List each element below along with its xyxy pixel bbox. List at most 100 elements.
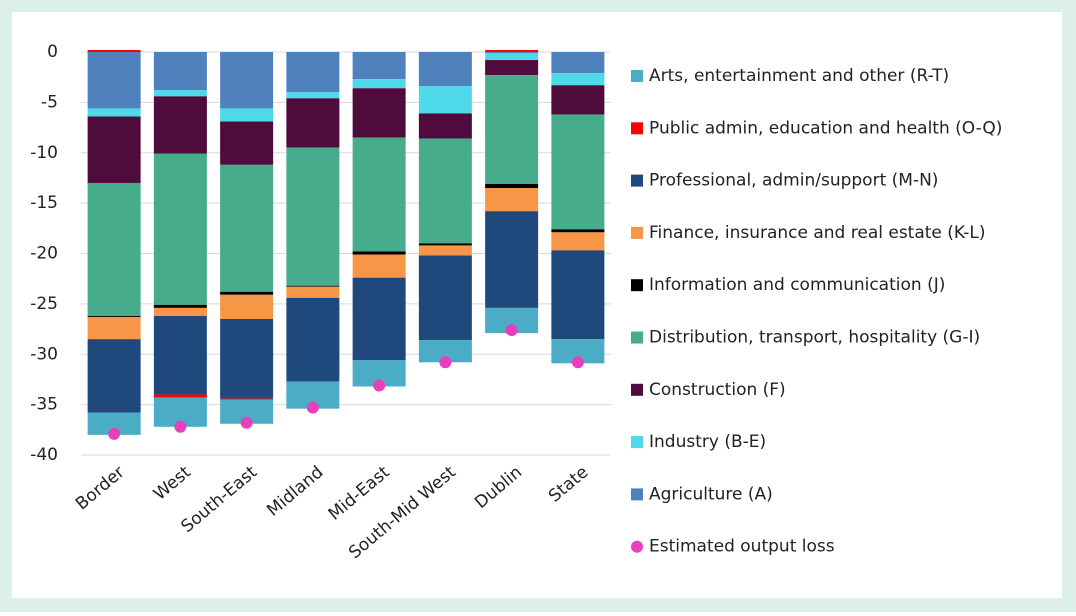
bar-segment [286, 285, 340, 287]
legend-label: Finance, insurance and real estate (K-L) [649, 223, 986, 243]
y-tick-label: -15 [30, 193, 58, 213]
point [174, 420, 187, 433]
bar-segment [485, 60, 539, 76]
legend-label: Estimated output loss [649, 537, 835, 557]
y-tick-label: 0 [47, 42, 58, 62]
point [439, 356, 452, 369]
bar-segment [551, 114, 605, 230]
y-tick-label: -40 [30, 445, 58, 465]
bar-segment [153, 394, 207, 398]
y-tick-label: -20 [30, 244, 58, 264]
legend-swatch [631, 383, 643, 396]
bar-segment [485, 75, 539, 184]
point [240, 416, 253, 429]
point [108, 427, 121, 440]
bar-segment [286, 92, 340, 99]
bar-segment [286, 297, 340, 382]
point [373, 379, 386, 392]
bar-segment [153, 315, 207, 395]
bar-segment [485, 183, 539, 189]
point [505, 324, 518, 337]
bar-segment [153, 153, 207, 305]
bar-segment [352, 137, 406, 252]
bar-segment [87, 315, 141, 317]
bar-segment [485, 53, 539, 61]
bar-segment [220, 291, 274, 295]
bar-segment [153, 304, 207, 308]
legend-swatch [631, 226, 643, 239]
bar-segment [352, 251, 406, 255]
bar-segment [485, 211, 539, 308]
bar-segment [87, 108, 141, 117]
bar-segment [352, 79, 406, 89]
bar-segment [485, 49, 539, 52]
legend-label: Industry (B-E) [649, 432, 766, 452]
bar-segment [551, 85, 605, 115]
bar-segment [153, 90, 207, 97]
bar-segment [220, 294, 274, 319]
bar-segment [286, 286, 340, 298]
legend-swatch [631, 540, 643, 553]
legend-label: Construction (F) [649, 380, 786, 400]
bar-segment [418, 255, 472, 341]
bar-segment [551, 73, 605, 86]
legend-label: Agriculture (A) [649, 484, 773, 504]
legend-swatch [631, 488, 643, 501]
bar-segment [551, 250, 605, 340]
bar-segment [551, 229, 605, 233]
bar-segment [286, 98, 340, 148]
bar-segment [418, 86, 472, 114]
bar-segment [87, 182, 141, 316]
bar-segment [153, 307, 207, 316]
bar-segment [220, 318, 274, 399]
legend-label: Public admin, education and health (O-Q) [649, 118, 1002, 138]
bar-segment [87, 412, 141, 435]
y-tick-label: -30 [30, 344, 58, 364]
legend-swatch [631, 174, 643, 187]
bar-segment [87, 52, 141, 109]
legend-swatch [631, 331, 643, 344]
point [571, 356, 584, 369]
bar-segment [551, 52, 605, 74]
bar-segment [352, 88, 406, 138]
bar-segment [220, 108, 274, 122]
bar-segment [286, 52, 340, 93]
bar-segment [153, 52, 207, 91]
bar-segment [87, 49, 141, 52]
point [306, 401, 319, 414]
bar-segment [485, 188, 539, 212]
bar-segment [87, 116, 141, 183]
legend-label: Professional, admin/support (M-N) [649, 171, 938, 191]
legend-swatch [631, 436, 643, 449]
bar-segment [87, 339, 141, 413]
legend-label: Information and communication (J) [649, 275, 945, 295]
bar-segment [220, 52, 274, 109]
y-tick-label: -5 [41, 92, 58, 112]
bar-segment [87, 316, 141, 340]
bar-segment [551, 232, 605, 251]
bar-segment [352, 277, 406, 361]
y-tick-label: -35 [30, 395, 58, 415]
bar-segment [418, 340, 472, 363]
bar-segment [220, 398, 274, 400]
bar-segment [418, 52, 472, 87]
bar-segment [418, 243, 472, 246]
bar-segment [418, 245, 472, 256]
bar-segment [418, 138, 472, 244]
bar-segment [418, 113, 472, 139]
legend-swatch [631, 279, 643, 292]
legend-swatch [631, 122, 643, 135]
bar-segment [220, 164, 274, 292]
bar-segment [220, 121, 274, 165]
bar-segment [286, 147, 340, 286]
bar-segment [352, 52, 406, 80]
legend-label: Distribution, transport, hospitality (G-… [649, 328, 980, 348]
bar-segment [153, 96, 207, 154]
legend-label: Arts, entertainment and other (R-T) [649, 66, 949, 86]
y-tick-label: -10 [30, 143, 58, 163]
legend-swatch [631, 70, 643, 82]
y-tick-label: -25 [30, 294, 58, 314]
bar-segment [352, 254, 406, 278]
bar-segment [485, 52, 539, 54]
